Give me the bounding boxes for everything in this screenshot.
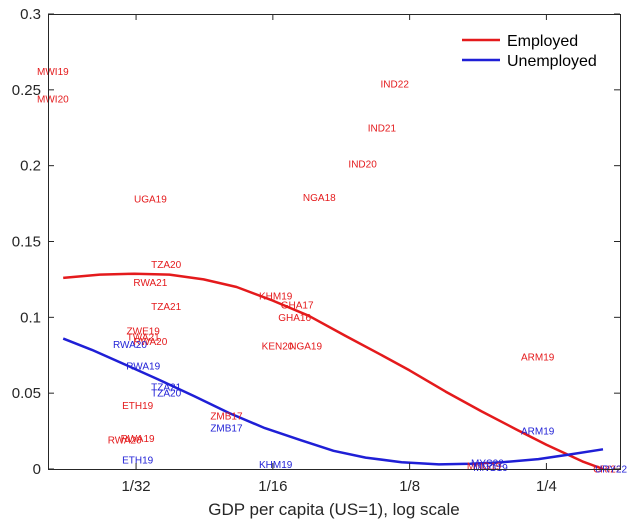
data-point-label: NGA18	[303, 193, 336, 204]
y-tick-label: 0.3	[20, 6, 41, 23]
data-point-label: ETH19	[122, 455, 154, 466]
x-tick-label: 1/8	[399, 478, 420, 495]
x-axis: 1/32 1/16 1/8 1/4	[121, 14, 557, 495]
data-point-label: KHM19	[259, 292, 293, 303]
data-point-label: KHM19	[259, 460, 293, 471]
y-tick-label: 0.1	[20, 309, 41, 326]
data-point-label: GHA17	[281, 301, 314, 312]
data-point-label: UGA19	[134, 195, 167, 206]
data-point-label: IND22	[381, 79, 410, 90]
data-point-label: ZMB17	[210, 411, 243, 422]
data-point-label: TZA21	[151, 302, 181, 313]
data-point-label: MWI20	[37, 94, 69, 105]
point-labels: MWI19 MWI20 UGA19 TZA20 RWA21 TZA21 ZWE19TWA21…	[37, 67, 627, 475]
data-point-label: MYS22	[471, 458, 504, 469]
data-point-label: MNG19	[473, 463, 508, 474]
x-tick-label: 1/4	[536, 478, 557, 495]
data-point-label: GHA16	[278, 313, 311, 324]
data-point-label: TZA20	[151, 389, 181, 400]
legend-label: Employed	[507, 33, 578, 50]
data-point-label: TZA21	[151, 383, 181, 394]
legend-box	[455, 24, 616, 72]
data-point-label: RWA19	[121, 434, 155, 445]
data-point-label: RWA19	[126, 361, 160, 372]
data-point-label: RWA20	[113, 340, 147, 351]
fit-line-unemployed	[62, 337, 604, 466]
y-tick-label: 0.25	[12, 82, 41, 99]
data-point-label: ETH19	[122, 401, 154, 412]
data-point-label: RWA20	[133, 337, 167, 348]
data-point-label: RWA21	[133, 278, 167, 289]
x-tick-label: 1/32	[121, 478, 150, 495]
data-point-label: ZMB17	[210, 424, 243, 435]
legend: Employed Unemployed	[455, 24, 616, 72]
x-axis-title: GDP per capita (US=1), log scale	[208, 500, 460, 519]
y-tick-label: 0.05	[12, 385, 41, 402]
fit-line-employed	[63, 272, 604, 471]
legend-label: Unemployed	[507, 53, 597, 70]
data-point-label: IND21	[368, 123, 397, 134]
data-point-label: MWI19	[37, 67, 69, 78]
data-point-label: NGA19	[289, 342, 322, 353]
x-tick-label: 1/16	[258, 478, 287, 495]
data-point-label: TWA21	[127, 333, 160, 344]
y-axis: 0 0.05 0.1 0.15 0.2 0.25 0.3	[12, 6, 620, 478]
data-point-label: ARM19	[521, 352, 555, 363]
data-point-label: ZWE19	[127, 326, 161, 337]
data-point-label: RWA20	[108, 436, 142, 447]
y-tick-label: 0.15	[12, 234, 41, 251]
data-point-label: TZA20	[151, 260, 181, 271]
data-point-label: ARM19	[521, 427, 555, 438]
data-point-label: KEN20	[262, 342, 294, 353]
data-point-label: MNG19	[467, 461, 502, 472]
y-tick-label: 0	[33, 461, 41, 478]
data-point-label: IND20	[348, 160, 377, 171]
y-tick-label: 0.2	[20, 158, 41, 175]
fit-lines	[62, 272, 604, 471]
